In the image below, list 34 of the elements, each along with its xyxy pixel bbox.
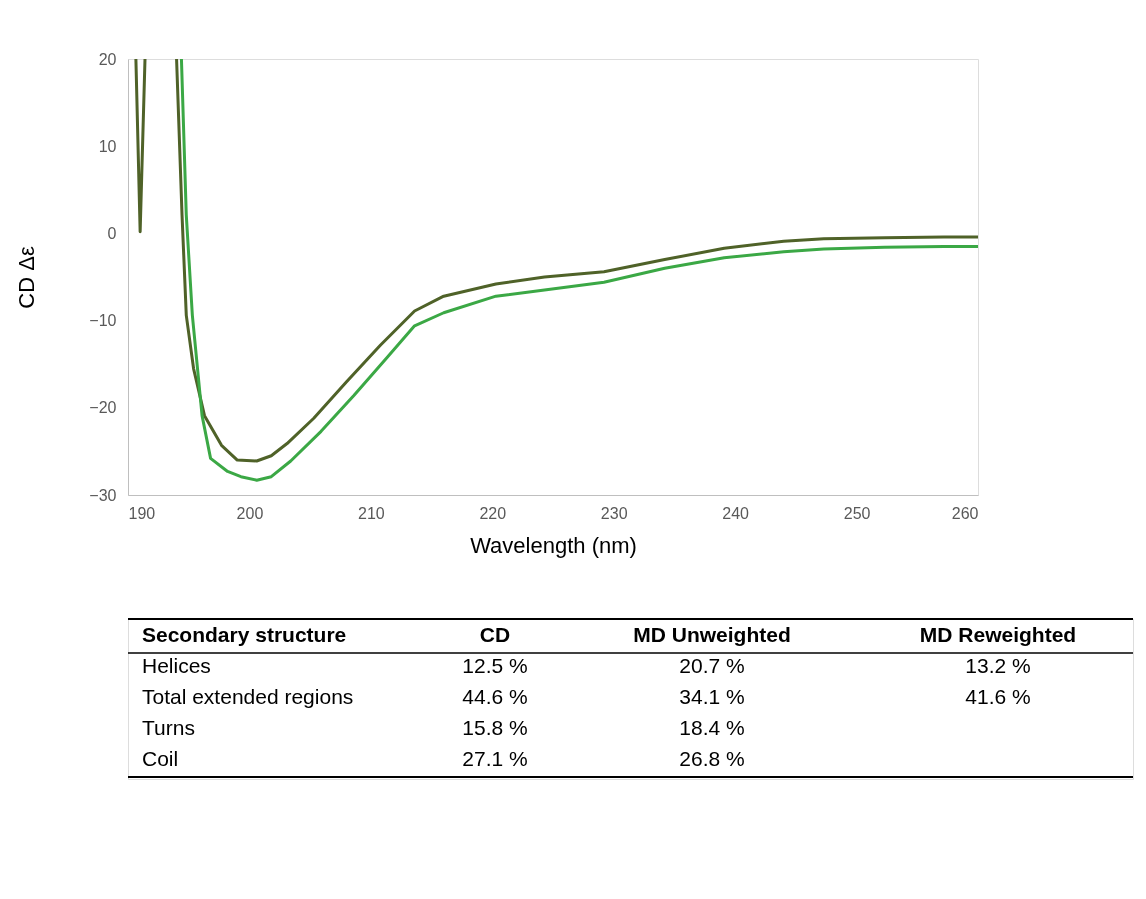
text: 26.8 % — [679, 747, 745, 770]
x-axis-title: Wavelength (nm) — [470, 532, 637, 558]
text: 18.4 % — [679, 716, 745, 739]
x-tick-label: 260 — [951, 504, 979, 522]
y-tick-label: −10 — [89, 312, 117, 330]
y-axis-title: CD Δε — [14, 246, 40, 309]
category-label: Turns — [142, 716, 195, 739]
x-tick-label: 220 — [479, 504, 507, 522]
y-tick-label: 20 — [98, 50, 117, 68]
category-label: CD — [479, 623, 511, 646]
text: 41.6 % — [965, 685, 1031, 708]
category-label: MD Reweighted — [919, 623, 1077, 646]
category-label: MD Unweighted — [633, 623, 791, 646]
category-label: Helices — [142, 654, 211, 677]
text: 20.7 % — [679, 654, 745, 677]
y-tick-label: −20 — [89, 399, 117, 417]
text: Secondary structure — [142, 623, 347, 646]
y-tick-label: 10 — [98, 137, 117, 155]
category-label: Coil — [142, 747, 179, 770]
y-tick-label: 0 — [107, 224, 117, 242]
x-tick-label: 230 — [600, 504, 628, 522]
text: 44.6 % — [462, 685, 528, 708]
y-tick-label: −30 — [89, 486, 117, 504]
x-tick-label: 200 — [236, 504, 264, 522]
x-tick-label: 240 — [722, 504, 750, 522]
text: 15.8 % — [462, 716, 528, 739]
x-tick-label: 250 — [843, 504, 871, 522]
text: 27.1 % — [462, 747, 528, 770]
x-tick-label: 190 — [128, 504, 156, 522]
text: 12.5 % — [462, 654, 528, 677]
category-label: Total extended regions — [142, 685, 354, 708]
x-tick-label: 210 — [358, 504, 385, 522]
text: 34.1 % — [679, 685, 745, 708]
text: 13.2 % — [965, 654, 1031, 677]
